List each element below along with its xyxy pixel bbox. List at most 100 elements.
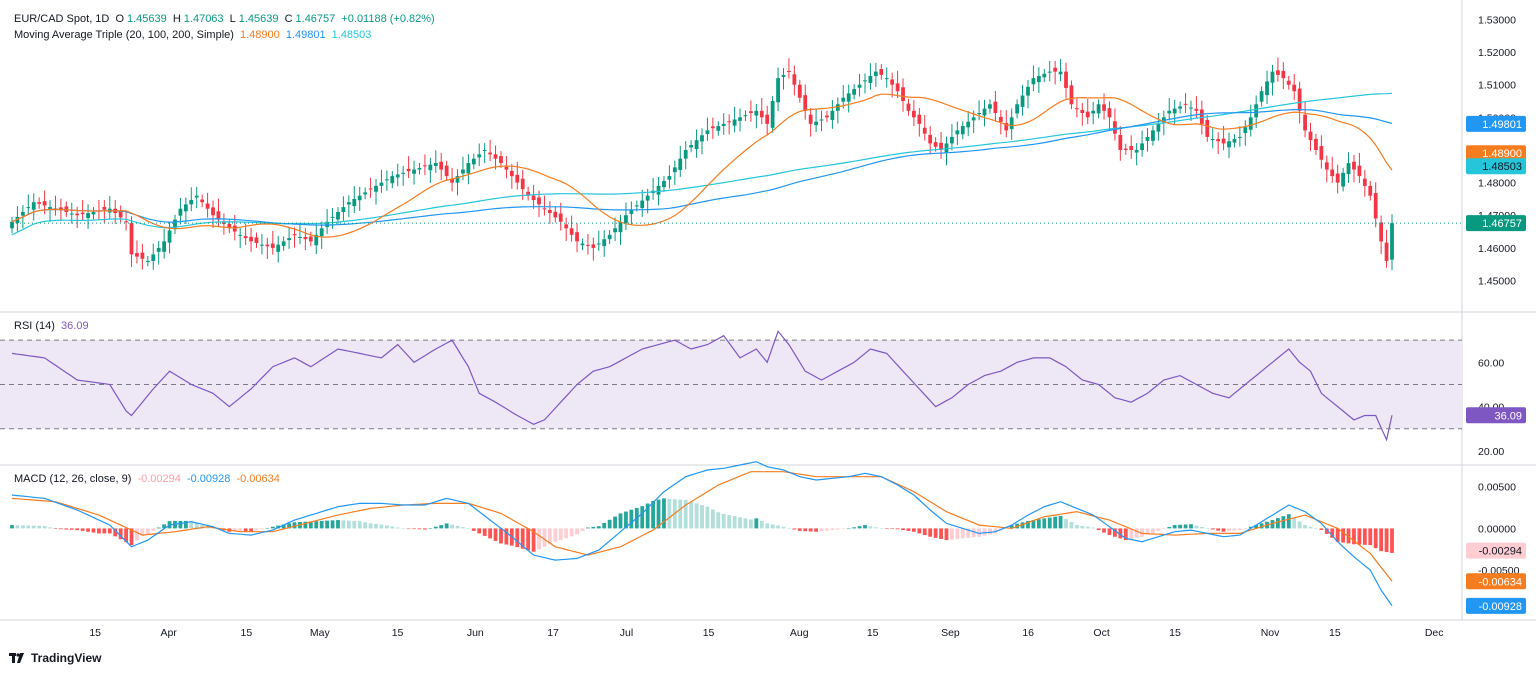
candle-body (20, 211, 25, 216)
time-tick-label: 15 (241, 627, 253, 639)
candle-body (977, 112, 981, 114)
candle-body (1276, 70, 1280, 75)
candle (1123, 143, 1128, 155)
macd-histogram-bar (586, 527, 590, 529)
time-tick-label: Jun (467, 627, 484, 639)
macd-histogram-bar (1357, 528, 1362, 545)
candle (53, 195, 58, 216)
candle (1069, 80, 1074, 110)
macd-histogram-bar (330, 520, 335, 529)
macd-histogram-bar (346, 520, 351, 529)
candle-body (298, 237, 302, 239)
macd-histogram-bar (1319, 528, 1324, 531)
macd-histogram-bar (765, 523, 770, 529)
candle-body (700, 135, 704, 142)
candle-body (678, 158, 683, 170)
macd-histogram-bar (80, 528, 85, 531)
candle-body (433, 163, 438, 166)
candle (260, 233, 264, 255)
macd-histogram-bar (928, 528, 933, 537)
macd-histogram-bar (884, 528, 889, 529)
price-legend: EUR/CAD Spot, 1D O 1.45639 H 1.47063 L 1.45… (14, 13, 435, 25)
macd-histogram-bar (97, 528, 101, 534)
candle (1276, 57, 1280, 82)
candle (596, 230, 601, 251)
candle (10, 216, 14, 234)
candle-body (346, 202, 351, 205)
candle-body (145, 260, 150, 262)
candle (357, 186, 362, 212)
candle-body (1156, 123, 1161, 132)
macd-histogram-bar (1031, 520, 1036, 529)
price-tick-label: 1.53000 (1478, 14, 1516, 26)
candle (1330, 156, 1335, 183)
time-tick-label: 15 (703, 627, 715, 639)
candle-body (1172, 108, 1177, 114)
macd-histogram-bar (857, 526, 862, 529)
macd-histogram-bar (37, 525, 42, 529)
candle (379, 169, 384, 193)
candle (879, 64, 884, 80)
candle (651, 178, 655, 200)
macd-histogram-bar (91, 528, 96, 533)
candle (238, 227, 243, 249)
macd-histogram-bar (162, 524, 167, 529)
time-tick-label: Apr (160, 627, 177, 639)
macd-histogram-bar (287, 523, 291, 529)
candle (276, 235, 281, 263)
macd-histogram-bar (1270, 520, 1275, 529)
candle-body (564, 224, 569, 229)
candle (499, 151, 503, 168)
candle-body (1036, 75, 1041, 83)
candle (124, 210, 128, 231)
price-tick-label: 1.51000 (1478, 80, 1516, 92)
candle-body (776, 78, 780, 103)
macd-signal-tag-text: -0.00634 (1479, 576, 1522, 588)
candle (1243, 120, 1248, 146)
macd-histogram-bar (461, 527, 465, 529)
candle (672, 160, 677, 185)
candle (863, 73, 867, 94)
candle (249, 227, 253, 253)
macd-histogram-bar (1237, 528, 1242, 531)
macd-histogram-bar (238, 528, 243, 531)
candle (1026, 80, 1030, 109)
high-value: 1.47063 (183, 13, 224, 25)
macd-histogram-bar (515, 528, 520, 548)
candle-body (852, 89, 857, 95)
candle (466, 154, 471, 185)
candle (1004, 110, 1009, 138)
candle (743, 110, 748, 121)
candle-body (308, 236, 313, 242)
candle (944, 136, 949, 166)
candle-body (1292, 84, 1297, 92)
macd-histogram-bar (754, 518, 759, 529)
candle (988, 99, 992, 114)
candle-body (1286, 80, 1291, 85)
candle-body (205, 203, 210, 209)
candle-body (129, 223, 134, 255)
macd-histogram-bar (124, 528, 128, 543)
candle (803, 84, 808, 120)
macd-histogram-bar (776, 525, 780, 529)
candle-body (586, 244, 590, 246)
time-tick-label: Jul (620, 627, 633, 639)
candle-body (705, 130, 710, 134)
candle (1286, 75, 1291, 90)
candle-body (1210, 139, 1215, 141)
candle (814, 108, 818, 133)
candle (1265, 70, 1269, 104)
macd-histogram-bar (846, 528, 851, 529)
candle (1151, 125, 1155, 146)
candle-body (15, 216, 20, 224)
tradingview-logo[interactable]: TradingView (9, 651, 101, 665)
candle (1074, 97, 1079, 118)
candle (721, 113, 726, 135)
macd-histogram-bar (1178, 524, 1183, 529)
macd-tick-label: 0.00000 (1478, 523, 1516, 535)
candle-body (118, 210, 123, 218)
macd-histogram-bar (781, 526, 786, 529)
macd-histogram-bar (1352, 528, 1356, 545)
candle (493, 145, 498, 170)
